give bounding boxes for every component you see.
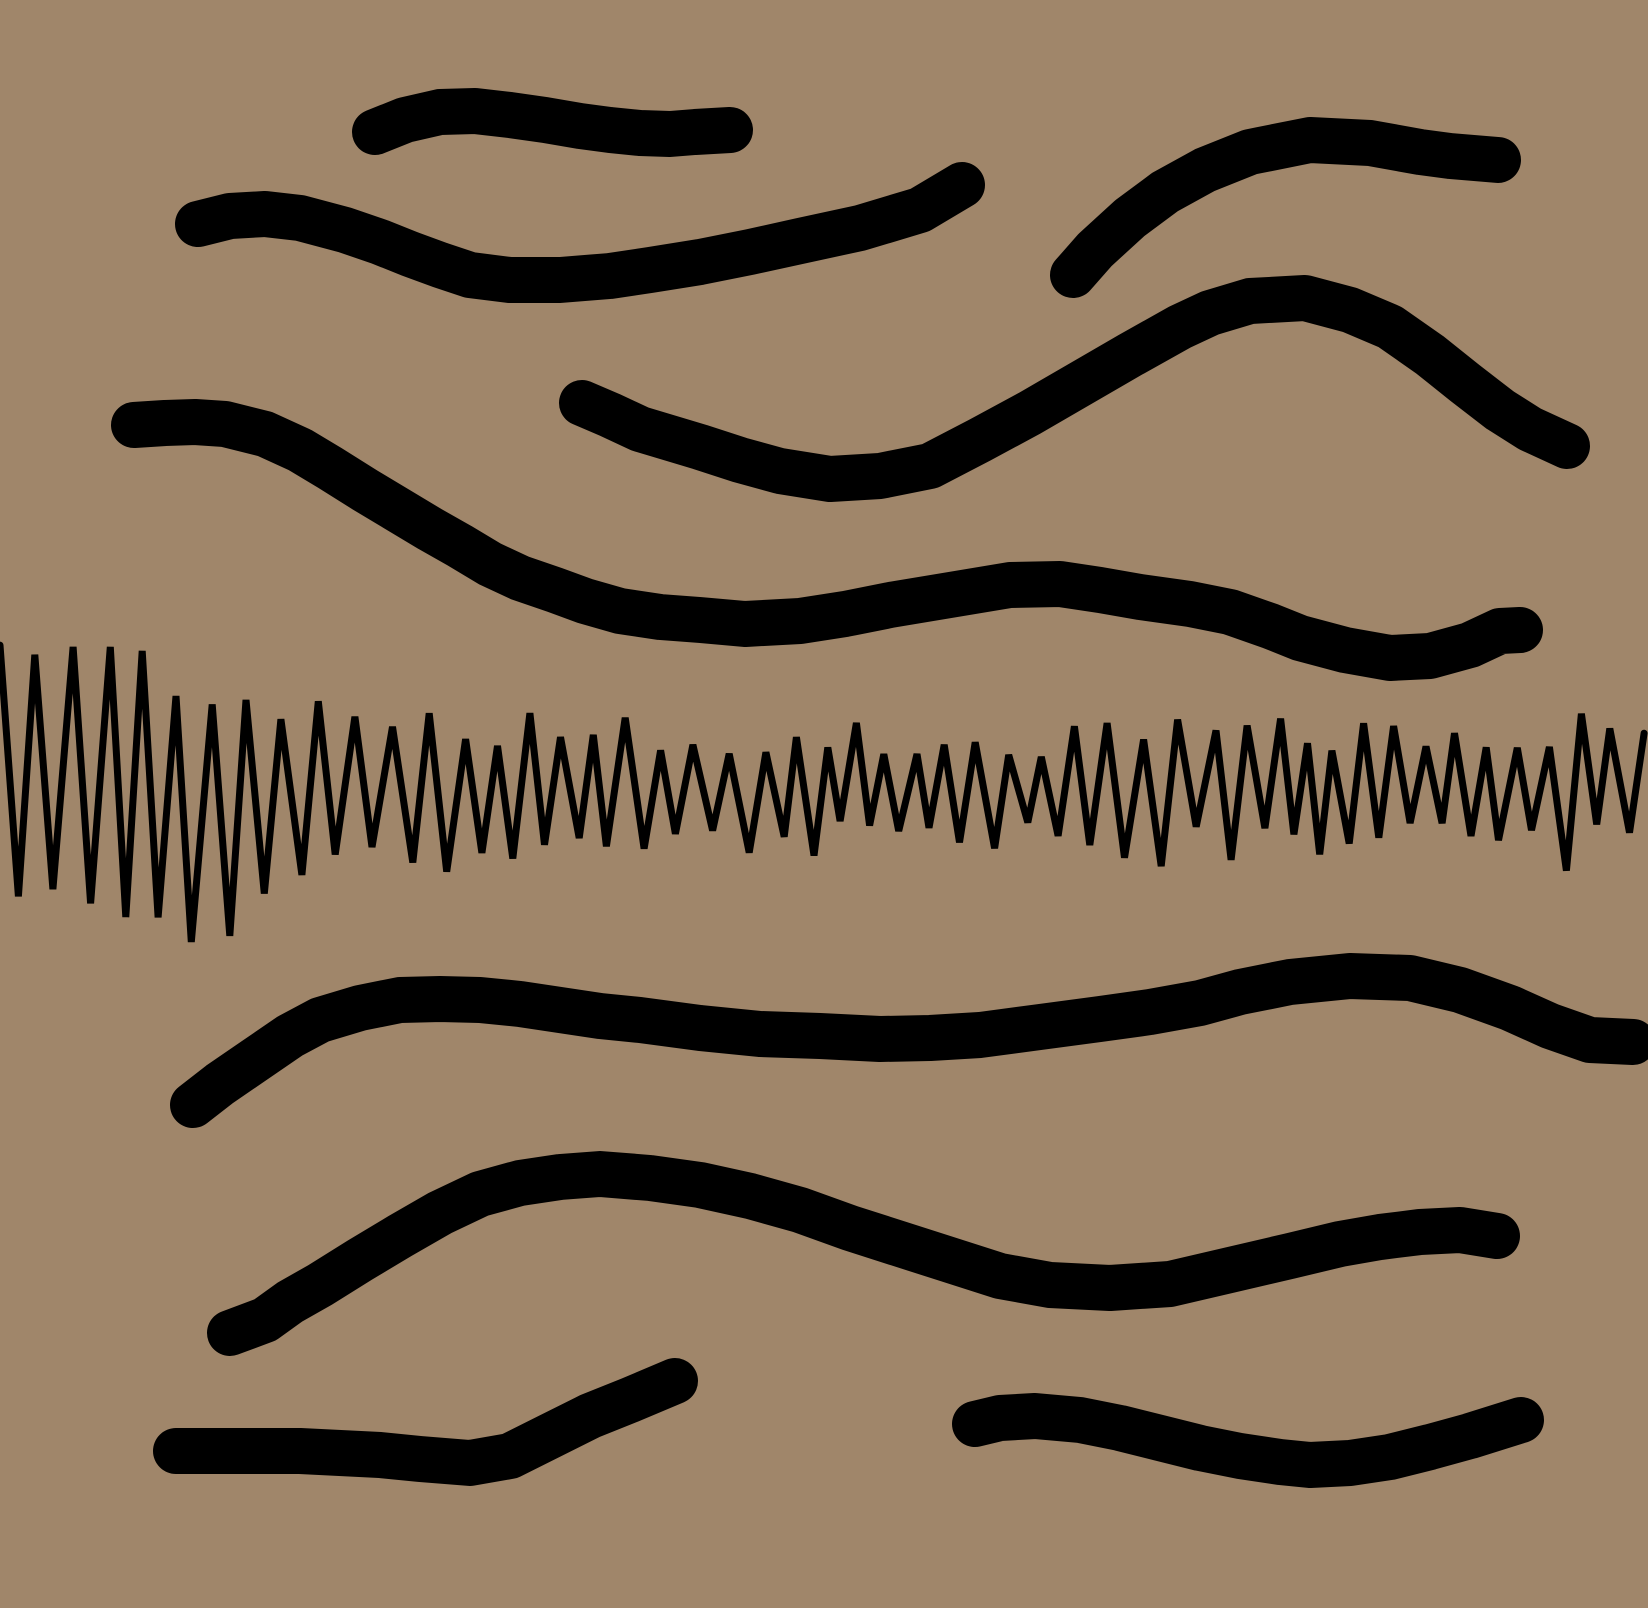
stroke-middle-long (111, 399, 1543, 681)
stroke-lower-wave (207, 1151, 1520, 1356)
stroke-upper-right (1050, 117, 1521, 298)
stroke-upper-left-long (175, 162, 985, 303)
squiggle-lines (0, 641, 1648, 943)
stroke-middle-right-wave (559, 275, 1590, 502)
stroke-bottom-left (153, 1358, 698, 1486)
stroke-lower-long (170, 953, 1648, 1128)
stroke-top-short (352, 88, 753, 157)
stroke-bottom-right (952, 1393, 1544, 1488)
